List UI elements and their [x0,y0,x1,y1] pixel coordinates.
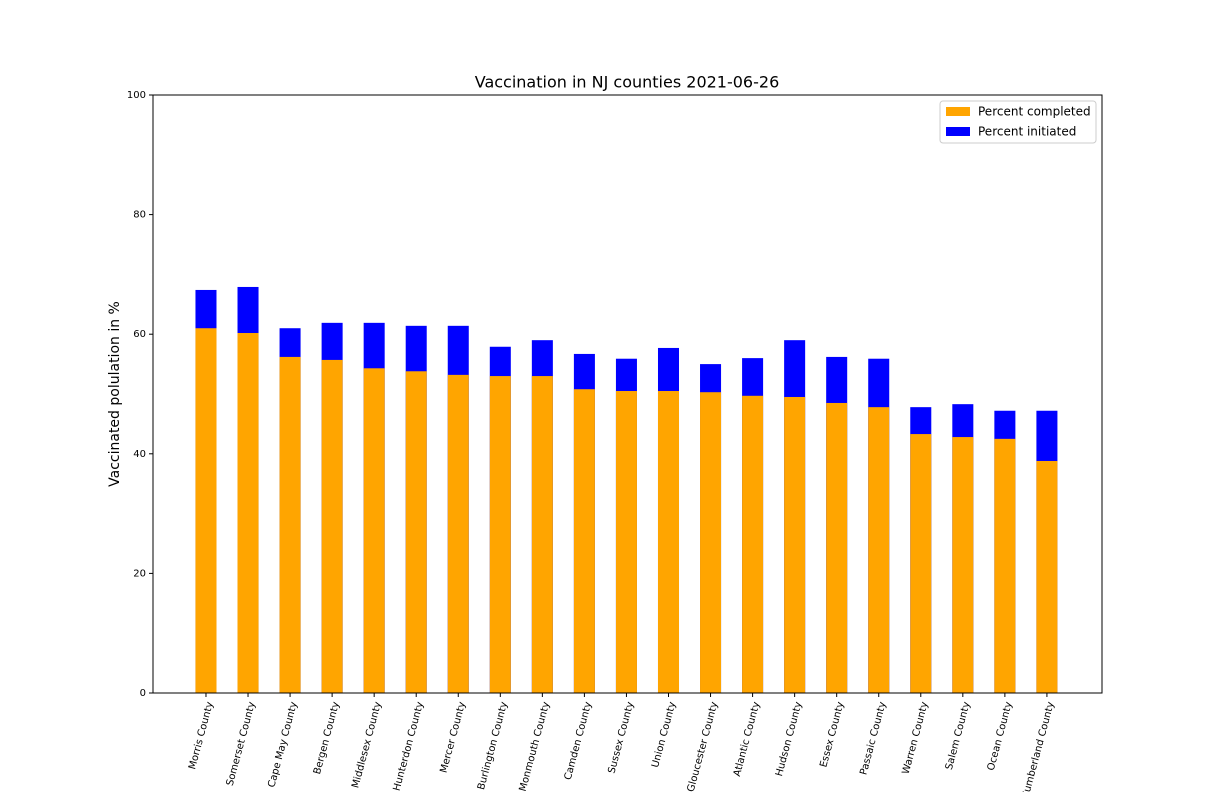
legend-label: Percent completed [978,105,1091,119]
x-tick-label: Essex County [818,701,846,769]
legend-swatch [946,107,970,116]
bar [952,437,974,693]
y-tick-label: 60 [133,329,146,340]
bar [700,392,722,693]
chart-title: Vaccination in NJ counties 2021-06-26 [475,73,780,92]
legend-box [939,100,1097,144]
x-tick-label: Middlesex County [350,701,384,790]
x-tick-label: Gloucester County [686,701,721,792]
x-tick-label: Hunterdon County [392,701,426,792]
y-tick-label: 0 [140,688,146,699]
x-tick-label: Hudson County [774,701,804,778]
bar [742,395,764,693]
y-tick-label: 100 [127,90,146,101]
legend-swatch [946,127,970,136]
bar [363,368,385,693]
bar [994,438,1016,693]
bar [447,374,469,693]
y-axis-label: Vaccinated polulation in % [107,301,123,487]
x-tick-label: Passaic County [858,701,888,777]
x-tick-label: Cumberland County [1020,701,1057,792]
x-tick-label: Somerset County [225,701,258,788]
plot-frame [152,94,1103,694]
legend: Percent completed Percent initiated [939,100,1097,144]
bar [784,396,806,693]
x-tick-label: Cape May County [266,701,299,789]
y-tick-label: 20 [133,568,146,579]
bar [279,356,301,693]
legend-label: Percent initiated [978,125,1076,139]
x-tick-label: Salem County [944,701,973,771]
bar [910,434,932,693]
x-tick-label: Ocean County [986,701,1015,772]
bar [195,328,217,693]
bar [868,407,890,693]
x-tick-label: Camden County [563,701,594,782]
bar [237,333,259,693]
x-tick-label: Sussex County [607,701,637,775]
bar [573,389,595,693]
x-tick-label: Morris County [187,701,216,771]
bar [531,376,553,693]
bar [321,359,343,693]
x-tick-label: Mercer County [438,701,468,775]
bar [489,376,511,693]
x-tick-label: Warren County [901,701,931,776]
x-tick-label: Atlantic County [732,701,763,778]
bar [657,391,680,693]
bar [405,371,427,693]
bar [1036,460,1058,693]
y-tick-label: 40 [133,449,146,460]
x-tick-label: Union County [650,701,678,769]
bar [826,402,848,693]
x-tick-label: Monmouth County [518,701,553,792]
x-tick-label: Bergen County [312,701,342,776]
y-tick-label: 80 [133,210,146,221]
x-tick-label: Burlington County [476,701,510,792]
bar [615,391,637,693]
